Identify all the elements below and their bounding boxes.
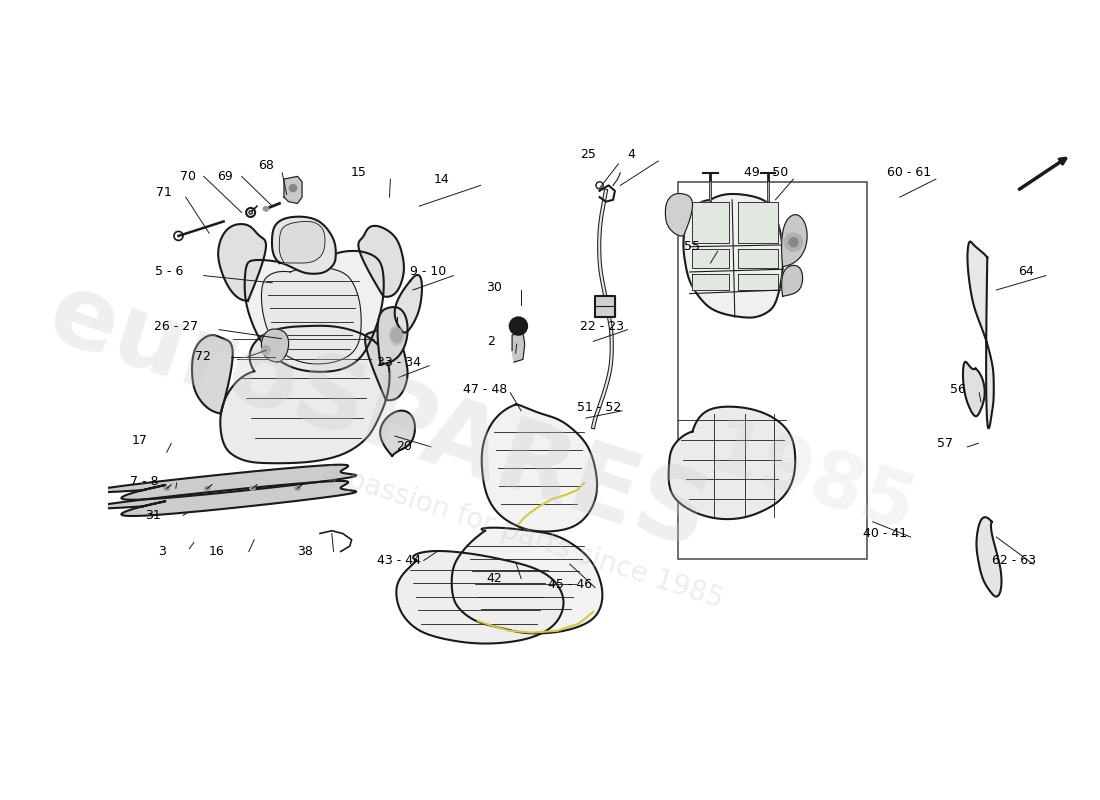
Text: 64: 64 bbox=[1019, 266, 1034, 278]
Polygon shape bbox=[262, 329, 288, 362]
Polygon shape bbox=[87, 465, 356, 500]
Polygon shape bbox=[482, 405, 597, 531]
Polygon shape bbox=[396, 551, 563, 643]
Polygon shape bbox=[377, 307, 408, 364]
Polygon shape bbox=[666, 194, 693, 236]
Text: 1985: 1985 bbox=[698, 413, 924, 549]
Circle shape bbox=[789, 238, 797, 246]
Ellipse shape bbox=[205, 486, 210, 490]
Text: 43 - 44: 43 - 44 bbox=[376, 554, 420, 567]
Text: 14: 14 bbox=[433, 173, 450, 186]
Text: 56: 56 bbox=[949, 382, 966, 396]
Polygon shape bbox=[272, 217, 336, 274]
Text: 30: 30 bbox=[486, 281, 502, 294]
Polygon shape bbox=[395, 275, 422, 333]
Polygon shape bbox=[669, 406, 795, 519]
Text: 33 - 34: 33 - 34 bbox=[376, 356, 420, 369]
Text: 57: 57 bbox=[937, 437, 953, 450]
Text: 55: 55 bbox=[684, 240, 701, 254]
Text: 45 - 46: 45 - 46 bbox=[548, 578, 592, 591]
Polygon shape bbox=[595, 296, 615, 317]
Text: 20: 20 bbox=[396, 440, 411, 454]
Ellipse shape bbox=[250, 486, 255, 490]
Polygon shape bbox=[87, 481, 356, 516]
Text: 69: 69 bbox=[218, 170, 233, 183]
Ellipse shape bbox=[392, 328, 403, 342]
Text: 40 - 41: 40 - 41 bbox=[864, 527, 907, 540]
Text: 71: 71 bbox=[156, 186, 172, 199]
Text: euroSPARES: euroSPARES bbox=[36, 266, 720, 570]
Text: a passion for parts since 1985: a passion for parts since 1985 bbox=[319, 457, 727, 614]
Polygon shape bbox=[782, 214, 807, 266]
Text: 22 - 23: 22 - 23 bbox=[581, 319, 625, 333]
Polygon shape bbox=[737, 274, 778, 290]
Text: 7 - 8: 7 - 8 bbox=[130, 474, 158, 488]
Polygon shape bbox=[692, 274, 728, 290]
Polygon shape bbox=[244, 251, 384, 372]
Text: 68: 68 bbox=[258, 159, 274, 172]
Text: 26 - 27: 26 - 27 bbox=[154, 319, 198, 333]
Polygon shape bbox=[359, 226, 404, 297]
Text: 62 - 63: 62 - 63 bbox=[992, 554, 1036, 567]
Polygon shape bbox=[737, 202, 778, 243]
Polygon shape bbox=[452, 528, 603, 634]
Polygon shape bbox=[218, 224, 266, 301]
Polygon shape bbox=[962, 362, 984, 416]
Text: 2: 2 bbox=[487, 335, 495, 348]
Polygon shape bbox=[381, 410, 415, 456]
Text: 38: 38 bbox=[297, 545, 312, 558]
Text: 49 - 50: 49 - 50 bbox=[745, 166, 789, 179]
Polygon shape bbox=[262, 266, 361, 364]
Polygon shape bbox=[968, 242, 993, 428]
Text: 17: 17 bbox=[132, 434, 147, 447]
Polygon shape bbox=[977, 517, 1001, 597]
Ellipse shape bbox=[263, 206, 268, 211]
Text: 51 - 52: 51 - 52 bbox=[578, 401, 621, 414]
Text: 3: 3 bbox=[158, 545, 166, 558]
Text: 70: 70 bbox=[179, 170, 196, 183]
Text: 60 - 61: 60 - 61 bbox=[887, 166, 931, 179]
Text: 42: 42 bbox=[486, 572, 502, 585]
Ellipse shape bbox=[389, 325, 404, 345]
Polygon shape bbox=[192, 335, 233, 414]
Polygon shape bbox=[220, 326, 389, 463]
Polygon shape bbox=[513, 332, 525, 362]
Text: 31: 31 bbox=[145, 509, 161, 522]
Text: 4: 4 bbox=[627, 148, 635, 162]
Circle shape bbox=[262, 346, 271, 355]
Ellipse shape bbox=[295, 486, 300, 490]
Circle shape bbox=[289, 185, 297, 192]
Polygon shape bbox=[737, 249, 778, 268]
Text: 5 - 6: 5 - 6 bbox=[155, 266, 184, 278]
Text: 15: 15 bbox=[351, 166, 366, 179]
Polygon shape bbox=[692, 202, 728, 243]
Ellipse shape bbox=[164, 486, 169, 490]
Text: 25: 25 bbox=[580, 148, 596, 162]
Polygon shape bbox=[782, 266, 803, 296]
Polygon shape bbox=[365, 330, 408, 400]
Circle shape bbox=[784, 233, 802, 251]
Polygon shape bbox=[284, 176, 302, 203]
Polygon shape bbox=[692, 249, 728, 268]
Polygon shape bbox=[279, 222, 324, 263]
Polygon shape bbox=[683, 194, 783, 318]
Circle shape bbox=[509, 317, 527, 335]
Circle shape bbox=[249, 210, 252, 214]
Text: 9 - 10: 9 - 10 bbox=[410, 266, 447, 278]
Text: 47 - 48: 47 - 48 bbox=[463, 382, 507, 396]
Text: 16: 16 bbox=[209, 545, 224, 558]
Text: 72: 72 bbox=[195, 350, 211, 363]
